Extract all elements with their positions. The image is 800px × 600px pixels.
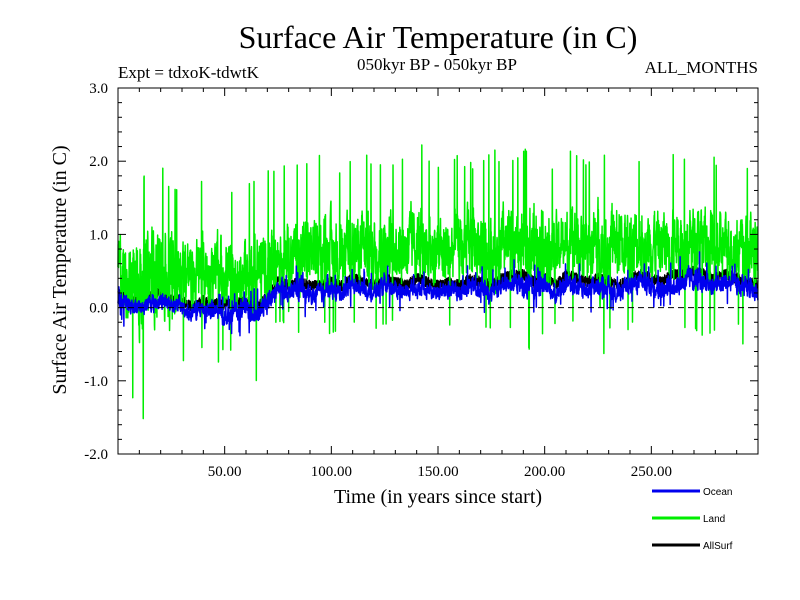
ticks-layer: 50.00 100.00 150.00 200.00 250.00 -2.0 -1.0 0.0… bbox=[84, 81, 758, 480]
x-tick-label: 50.00 bbox=[208, 464, 242, 480]
chart-title: Surface Air Temperature (in C) bbox=[239, 19, 638, 55]
legend-label-land: Land bbox=[703, 514, 725, 525]
y-tick-label: 3.0 bbox=[89, 81, 108, 97]
x-tick-label: 250.00 bbox=[631, 464, 672, 480]
y-tick-label: 1.0 bbox=[89, 227, 108, 243]
series-layer bbox=[117, 144, 759, 420]
y-tick-label: -1.0 bbox=[84, 374, 108, 390]
chart-subtitle-left: Expt = tdxoK-tdwtK bbox=[118, 63, 260, 82]
legend-label-ocean: Ocean bbox=[703, 487, 732, 498]
x-tick-label: 150.00 bbox=[417, 464, 458, 480]
y-tick-label: -2.0 bbox=[84, 447, 108, 463]
x-axis-label: Time (in years since start) bbox=[334, 486, 542, 508]
y-tick-label: 2.0 bbox=[89, 154, 108, 170]
series-line-ocean bbox=[117, 251, 759, 337]
x-tick-label: 200.00 bbox=[524, 464, 565, 480]
y-axis-label: Surface Air Temperature (in C) bbox=[49, 145, 71, 394]
legend: Ocean Land AllSurf bbox=[652, 487, 733, 552]
y-tick-label: 0.0 bbox=[89, 301, 108, 317]
chart-subtitle-center: 050kyr BP - 050kyr BP bbox=[357, 55, 517, 74]
series-line-land bbox=[117, 144, 759, 420]
legend-label-allsurf: AllSurf bbox=[703, 541, 733, 552]
chart-subtitle-right: ALL_MONTHS bbox=[645, 58, 758, 77]
x-tick-label: 100.00 bbox=[311, 464, 352, 480]
